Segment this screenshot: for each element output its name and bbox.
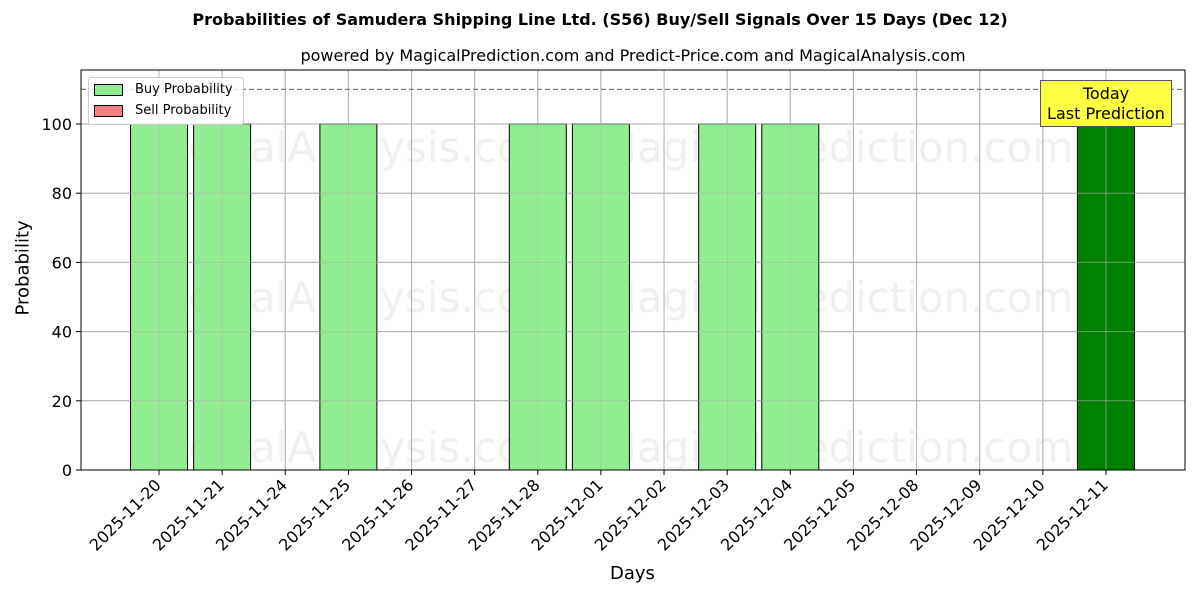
- y-tick-label: 0: [62, 461, 72, 480]
- y-tick-label: 40: [52, 323, 72, 342]
- watermark: MagicalPrediction.com: [601, 123, 1074, 172]
- y-tick-label: 20: [52, 392, 72, 411]
- legend: Buy Probability Sell Probability: [88, 77, 244, 125]
- legend-buy-label: Buy Probability: [135, 82, 233, 97]
- watermark: MagicalPrediction.com: [601, 423, 1074, 472]
- y-tick-label: 80: [52, 184, 72, 203]
- watermark: MagicalPrediction.com: [601, 273, 1074, 322]
- y-axis-label: Probability: [12, 220, 34, 316]
- buy-swatch-icon: [94, 83, 123, 96]
- y-tick-label: 100: [41, 115, 72, 134]
- today-line1: Today: [1082, 84, 1130, 103]
- chart-subtitle: powered by MagicalPrediction.com and Pre…: [300, 46, 966, 65]
- legend-sell-label: Sell Probability: [135, 103, 232, 118]
- legend-item-buy: Buy Probability: [94, 82, 233, 97]
- x-axis-label: Days: [610, 563, 655, 584]
- y-tick-label: 60: [52, 253, 72, 272]
- today-line2: Last Prediction: [1047, 104, 1165, 123]
- chart-title: Probabilities of Samudera Shipping Line …: [192, 10, 1008, 29]
- sell-swatch-icon: [94, 104, 123, 117]
- today-annotation: Today Last Prediction: [1040, 80, 1172, 127]
- legend-item-sell: Sell Probability: [94, 103, 231, 118]
- axes-frame: [80, 69, 1186, 471]
